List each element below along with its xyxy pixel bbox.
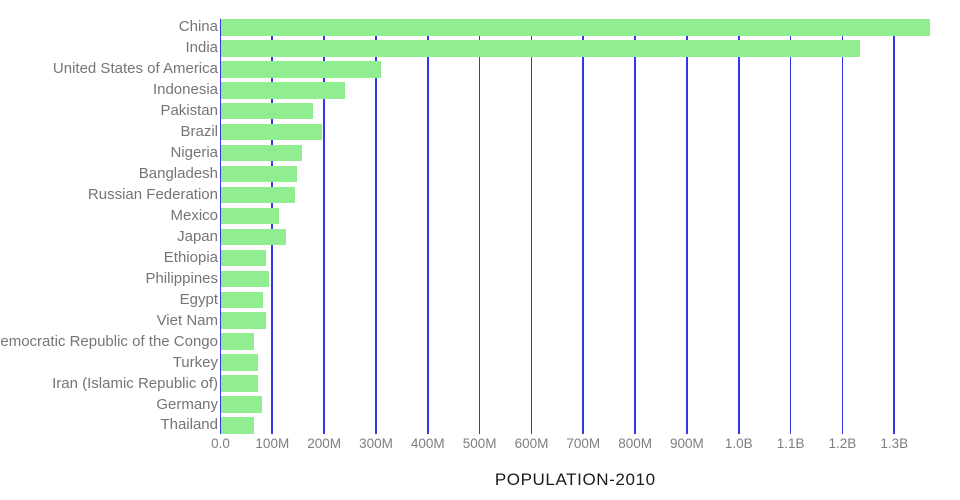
country-label-ethiopia: Ethiopia <box>163 248 218 266</box>
bar-united-states-of-america <box>220 61 381 78</box>
bar-germany <box>220 396 262 413</box>
x-tick-label-700M: 700M <box>566 436 601 451</box>
bar-mexico <box>220 207 280 225</box>
bar-brazil <box>220 123 322 141</box>
bar-turkey <box>220 354 258 371</box>
x-tick-label-800M: 800M <box>618 436 652 451</box>
bar-thailand <box>220 417 255 434</box>
country-label-brazil: Brazil <box>180 123 218 141</box>
x-tick-label-0.0: 0.0 <box>211 436 230 451</box>
country-label-egypt: Egypt <box>179 290 218 308</box>
country-label-viet-nam: Viet Nam <box>156 311 218 329</box>
country-label-japan: Japan <box>177 227 218 245</box>
x-tick-label-1.3B: 1.3B <box>880 436 909 451</box>
gridline-1.0B <box>737 19 740 434</box>
gridline-500M <box>478 19 481 434</box>
bar-pakistan <box>220 102 314 120</box>
bar-indonesia <box>220 82 346 99</box>
x-tick-label-900M: 900M <box>670 436 704 451</box>
bar-nigeria <box>220 144 303 162</box>
x-tick-label-500M: 500M <box>462 436 497 451</box>
gridline-800M <box>634 19 636 434</box>
country-label-bangladesh: Bangladesh <box>138 165 218 183</box>
country-label-turkey: Turkey <box>172 353 218 371</box>
bar-japan <box>220 228 287 246</box>
gridline-1.3B <box>893 19 896 434</box>
bar-viet-nam <box>220 312 267 329</box>
gridline-1.2B <box>841 19 844 434</box>
country-label-united-states-of-america: United States of America <box>52 60 218 78</box>
gridline-200M <box>323 19 325 434</box>
x-tick-label-1.0B: 1.0B <box>724 436 753 451</box>
country-label-iran-islamic-republic-of: Iran (Islamic Republic of) <box>52 374 218 392</box>
gridline-400M <box>426 19 429 434</box>
country-label-democratic-republic-of-the-congo: Democratic Republic of the Congo <box>0 332 218 350</box>
gridline-900M <box>686 19 688 434</box>
x-tick-label-300M: 300M <box>359 436 393 451</box>
chart-title: POPULATION-2010 <box>494 470 656 489</box>
country-label-indonesia: Indonesia <box>152 81 218 99</box>
country-label-india: India <box>185 39 218 57</box>
x-tick-label-600M: 600M <box>514 436 549 451</box>
gridline-0.0 <box>219 19 222 434</box>
plot-area <box>219 19 930 434</box>
gridline-300M <box>375 19 377 434</box>
x-tick-label-1.2B: 1.2B <box>828 436 857 451</box>
country-label-mexico: Mexico <box>170 206 218 224</box>
country-label-nigeria: Nigeria <box>170 144 218 162</box>
country-label-thailand: Thailand <box>160 416 218 434</box>
gridline-600M <box>530 19 533 434</box>
x-tick-label-400M: 400M <box>410 436 445 451</box>
bar-india <box>220 40 861 57</box>
bar-ethiopia <box>220 249 266 267</box>
bar-china <box>220 19 930 36</box>
bar-russian-federation <box>220 186 295 204</box>
country-label-russian-federation: Russian Federation <box>87 186 218 203</box>
bar-bangladesh <box>220 165 297 183</box>
bar-iran-islamic-republic-of <box>220 375 259 392</box>
country-label-china: China <box>178 18 218 36</box>
country-label-pakistan: Pakistan <box>160 102 218 120</box>
x-tick-label-200M: 200M <box>307 436 342 451</box>
country-label-philippines: Philippines <box>145 269 218 287</box>
country-label-germany: Germany <box>156 395 218 413</box>
x-tick-label-100M: 100M <box>255 436 290 451</box>
gridline-700M <box>582 19 585 434</box>
bar-democratic-republic-of-the-congo <box>220 333 254 350</box>
bar-egypt <box>220 291 263 308</box>
gridline-100M <box>271 19 274 434</box>
bar-philippines <box>220 270 270 288</box>
x-tick-label-1.1B: 1.1B <box>776 436 805 451</box>
gridline-1.1B <box>789 19 792 434</box>
